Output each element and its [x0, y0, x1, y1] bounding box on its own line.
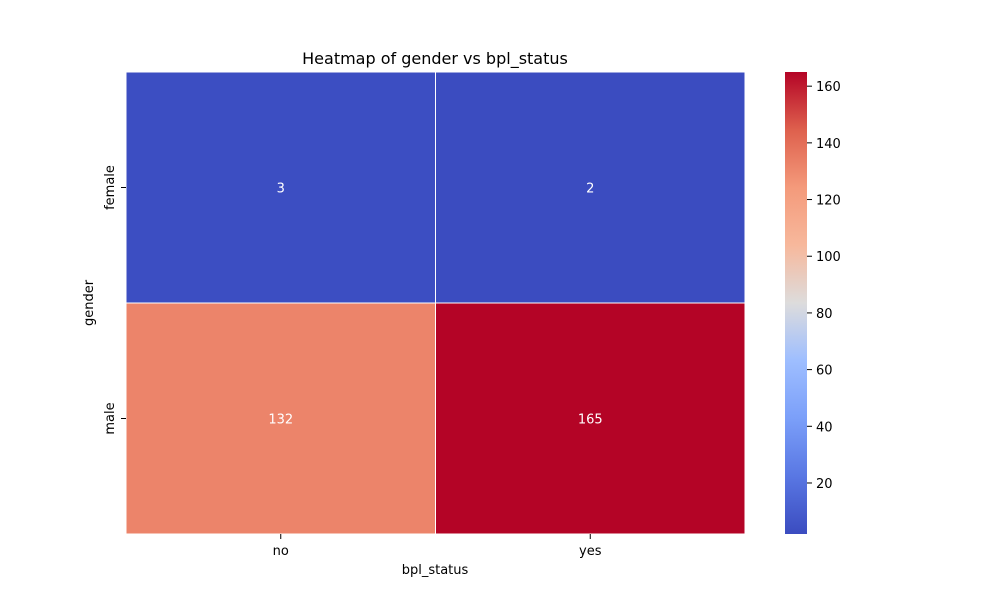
heatmap-cell [125, 71, 436, 304]
y-tick-label: female [103, 165, 118, 210]
colorbar-tick-label: 120 [816, 194, 841, 209]
cell-value-label: 132 [268, 413, 293, 428]
colorbar-tick-label: 140 [816, 137, 841, 152]
y-tick-label: male [103, 402, 118, 434]
x-axis-ticks: no yes [273, 534, 602, 559]
colorbar-tick-label: 60 [816, 364, 833, 379]
colorbar-tick-label: 80 [816, 307, 833, 322]
colorbar [785, 72, 807, 534]
cell-value-label: 165 [578, 413, 603, 428]
heatmap-cell [435, 71, 746, 304]
heatmap-cell [435, 302, 746, 535]
colorbar-tick-label: 100 [816, 250, 841, 265]
x-tick-label: yes [579, 544, 602, 559]
y-axis-label: gender [82, 279, 97, 326]
cell-value-label: 2 [586, 182, 594, 197]
colorbar-ticks: 20 40 60 80 100 120 140 160 [807, 80, 841, 492]
heatmap-cell [125, 302, 436, 535]
x-axis-label: bpl_status [402, 563, 469, 578]
cell-value-label: 3 [277, 182, 285, 197]
heatmap-cells: 3 2 132 165 [125, 71, 746, 535]
colorbar-tick-label: 20 [816, 477, 833, 492]
x-tick-label: no [273, 544, 289, 559]
colorbar-tick-label: 160 [816, 80, 841, 95]
y-axis-ticks: female male [103, 165, 126, 435]
colorbar-tick-label: 40 [816, 420, 833, 435]
chart-title: Heatmap of gender vs bpl_status [302, 49, 568, 69]
